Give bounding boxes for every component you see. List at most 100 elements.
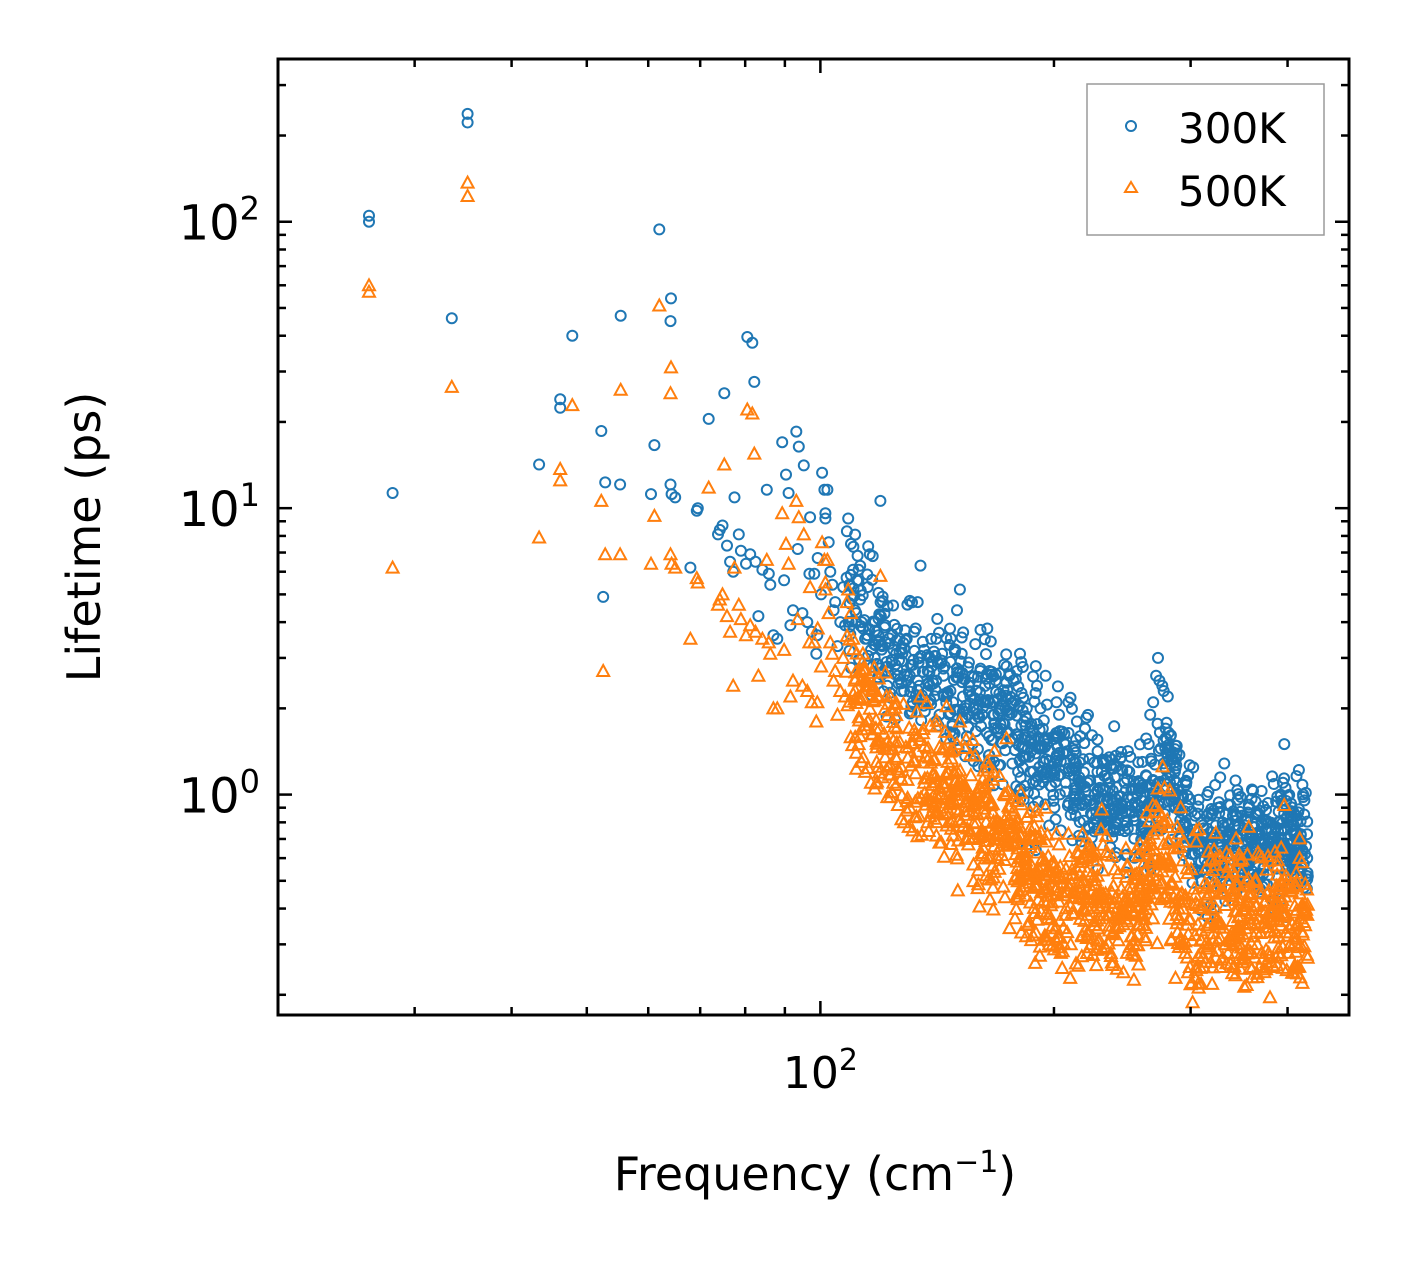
point-500k: [843, 605, 859, 620]
point-300k: [918, 643, 931, 656]
point-500k: [809, 694, 825, 709]
point-500k-band: [1119, 858, 1135, 873]
point-500k-band: [1058, 900, 1074, 915]
point-500k: [1055, 875, 1071, 890]
point-500k-band: [1059, 924, 1075, 939]
point-500k-band: [1270, 939, 1286, 954]
point-300k: [1062, 696, 1075, 709]
point-500k-band: [1040, 909, 1056, 924]
point-500k-band: [845, 641, 862, 656]
point-300k-band: [847, 540, 860, 553]
point-300k: [1068, 755, 1081, 768]
point-500k: [1077, 850, 1093, 865]
point-500k: [1029, 808, 1045, 823]
point-500k-band: [1007, 815, 1023, 830]
point-500k-band: [965, 856, 982, 871]
point-500k: [1299, 906, 1315, 921]
point-500k: [1210, 932, 1226, 947]
point-300k: [1079, 722, 1091, 735]
point-300k-band: [937, 662, 950, 675]
point-500k: [802, 579, 818, 594]
point-300k-band: [1158, 796, 1171, 809]
point-500k-band: [983, 871, 999, 886]
point-300k-band: [906, 596, 918, 609]
point-500k-band: [1188, 822, 1204, 837]
point-500k-band: [1082, 841, 1098, 856]
point-300k: [991, 722, 1004, 735]
x-axis-label-sup: −1: [954, 1145, 998, 1180]
point-500k-band: [909, 743, 925, 758]
point-500k: [646, 507, 663, 522]
point-300k: [1041, 765, 1054, 778]
point-300k-band: [887, 599, 900, 612]
point-500k-band: [948, 846, 964, 861]
point-500k: [845, 630, 861, 645]
point-500k: [867, 780, 883, 795]
point-300k-band: [1028, 787, 1041, 800]
point-500k-band: [1054, 959, 1070, 974]
point-500k-band: [1094, 801, 1110, 816]
point-500k: [1098, 940, 1114, 955]
point-500k-band: [1020, 916, 1037, 931]
point-500k: [952, 713, 968, 728]
point-500k: [794, 677, 811, 692]
point-500k: [776, 641, 792, 656]
point-500k-band: [1154, 758, 1171, 773]
data-markers: [361, 107, 1316, 1009]
point-500k: [857, 763, 873, 778]
point-500k-band: [898, 738, 914, 753]
y-tick-label: 102: [179, 190, 260, 252]
point-500k: [725, 677, 741, 692]
point-500k: [742, 617, 758, 632]
point-500k-band: [1001, 920, 1018, 935]
point-500k: [716, 456, 732, 471]
point-300k: [1034, 702, 1047, 715]
point-500k-band: [1130, 848, 1146, 863]
point-500k-band: [887, 695, 904, 710]
point-300k-band: [1229, 774, 1242, 787]
point-500k: [361, 283, 377, 298]
point-500k-band: [1013, 784, 1029, 799]
point-500k: [885, 774, 902, 789]
point-500k: [819, 551, 836, 566]
point-300k: [1103, 776, 1116, 789]
point-500k-band: [1027, 954, 1043, 969]
point-300k-band: [962, 656, 975, 669]
point-500k: [827, 662, 843, 677]
point-500k-band: [887, 699, 903, 714]
point-500k-band: [995, 878, 1011, 893]
point-500k: [1127, 932, 1143, 947]
point-500k: [814, 534, 830, 549]
point-300k: [599, 476, 612, 489]
point-300k: [821, 483, 834, 496]
point-300k: [1280, 795, 1293, 807]
point-500k: [739, 401, 755, 416]
point-500k-band: [971, 898, 988, 913]
point-300k-band: [843, 578, 856, 591]
point-300k-band: [1132, 756, 1145, 769]
point-500k: [883, 784, 900, 799]
point-500k: [1108, 888, 1124, 903]
point-300k: [780, 468, 792, 481]
point-500k: [1063, 936, 1079, 951]
point-300k: [1081, 776, 1094, 789]
point-300k-band: [1121, 764, 1134, 777]
point-500k-band: [1008, 900, 1024, 915]
point-500k: [905, 822, 921, 837]
point-500k-band: [1124, 878, 1141, 893]
point-300k-band: [1033, 778, 1046, 791]
point-300k: [554, 393, 567, 406]
point-500k: [1142, 836, 1158, 851]
point-500k-band: [991, 860, 1007, 875]
legend-marker-500k: [1123, 180, 1139, 193]
point-300k-band: [1065, 702, 1078, 715]
point-500k: [1018, 928, 1034, 943]
point-300k-band: [953, 666, 966, 679]
point-500k: [1016, 844, 1032, 859]
point-300k-band: [1115, 807, 1128, 820]
point-500k-band: [985, 901, 1001, 916]
point-500k: [888, 776, 904, 791]
point-300k-band: [957, 626, 970, 639]
point-500k: [817, 581, 834, 596]
